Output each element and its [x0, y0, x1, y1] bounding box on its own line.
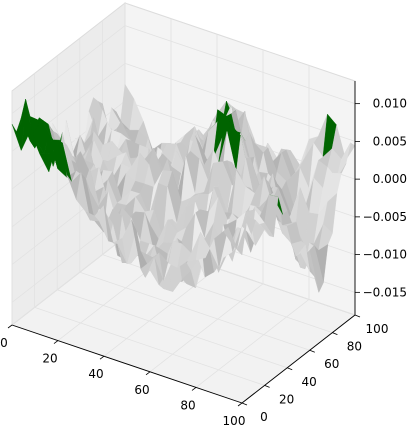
y-gridline [34, 73, 265, 386]
y-tick-mark [241, 402, 248, 406]
x-tick-label: 20 [42, 352, 57, 366]
z-tick-label: 0.005 [373, 134, 407, 148]
y-axis-line [241, 314, 356, 404]
axes-lines [11, 81, 356, 404]
y-tick-mark [354, 314, 361, 318]
surface-mesh [11, 83, 356, 294]
y-tick-label: 20 [279, 392, 294, 406]
z-tick-label: −0.005 [363, 210, 407, 224]
z-tick-label: −0.010 [363, 248, 407, 262]
y-tick-mark [287, 367, 293, 371]
surface-face [232, 223, 247, 256]
x-tick-mark [145, 371, 151, 376]
y-tick-label: 40 [302, 375, 317, 389]
y-tick-mark [332, 332, 338, 335]
axes-ticks: 0 20 40 60 80 100 0 20 40 60 80 100 0.010 0.005 0.000 −… [0, 97, 407, 428]
z-gridline [11, 25, 356, 114]
y-tick-label: 100 [366, 322, 389, 336]
y-gridline [102, 20, 333, 333]
x-tick-label: 80 [180, 398, 195, 412]
x-tick-mark [53, 340, 59, 344]
x-tick-label: 0 [0, 336, 8, 350]
y-tick-mark [309, 349, 315, 353]
z-tick-label: −0.015 [363, 285, 407, 299]
z-gridline [11, 62, 356, 152]
x-tick-mark [7, 324, 13, 329]
z-tick-label: 0.000 [373, 172, 407, 186]
x-tick-label: 60 [134, 383, 149, 397]
y-tick-label: 80 [347, 340, 362, 354]
x-tick-mark [191, 387, 197, 391]
x-tick-mark [99, 355, 105, 360]
z-tick-label: 0.010 [373, 97, 407, 111]
x-tick-mark [237, 402, 243, 407]
x-tick-label: 40 [88, 367, 103, 381]
x-tick-label: 100 [223, 414, 246, 428]
y-tick-mark [264, 385, 270, 388]
y-tick-label: 60 [324, 357, 339, 371]
y-tick-label: 0 [260, 410, 268, 424]
y-gridline [79, 38, 310, 351]
x-axis-line [11, 324, 243, 404]
